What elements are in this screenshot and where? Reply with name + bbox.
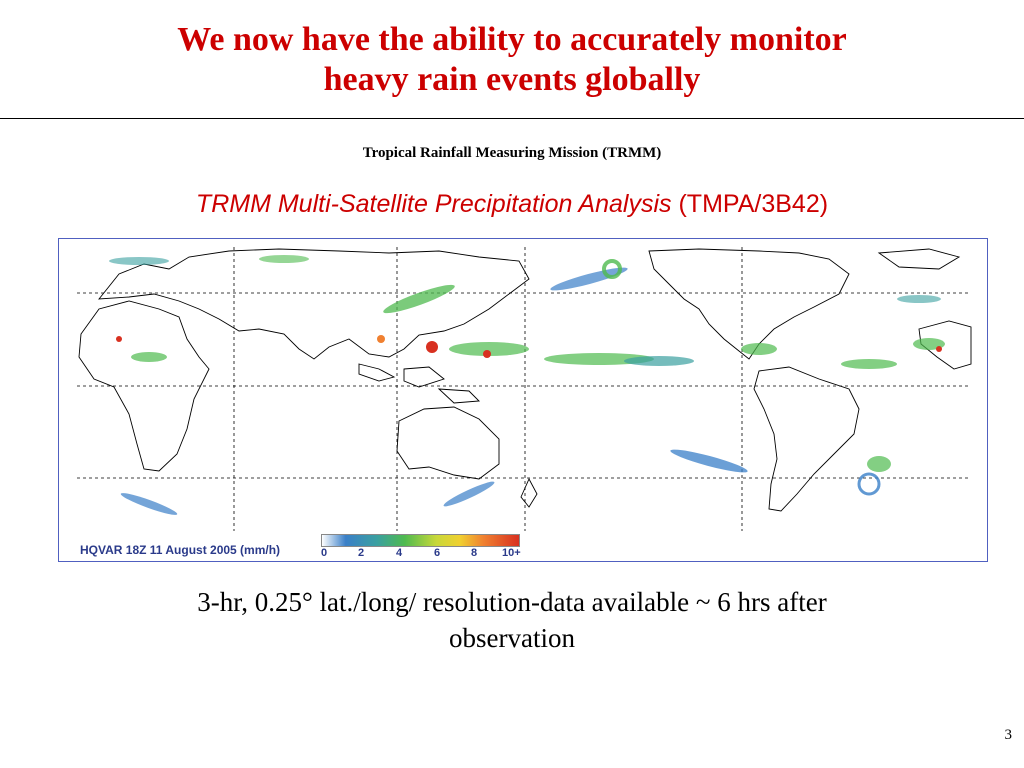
resolution-note: 3-hr, 0.25° lat./long/ resolution-data a…: [60, 584, 964, 656]
note-line-2: observation: [449, 623, 575, 653]
product-heading: TRMM Multi-Satellite Precipitation Analy…: [0, 190, 1024, 219]
colorbar-tick: 4: [396, 547, 403, 559]
title-divider: [0, 118, 1024, 119]
world-map-image: [77, 247, 972, 531]
rainfall-clusters: [109, 255, 945, 515]
colorbar: [321, 534, 520, 547]
colorbar-tick: 6: [434, 547, 441, 559]
colorbar-ticks: 0 2 4 6 8 10+: [318, 547, 528, 561]
product-code: (TMPA/3B42): [678, 190, 829, 218]
colorbar-tick: 2: [358, 547, 365, 559]
map-grid: [77, 247, 971, 531]
colorbar-tick: 0: [321, 547, 328, 559]
slide-title: We now have the ability to accurately mo…: [0, 20, 1024, 100]
product-name: TRMM Multi-Satellite Precipitation Analy…: [195, 190, 672, 218]
note-line-1: 3-hr, 0.25° lat./long/ resolution-data a…: [197, 587, 827, 617]
mission-subtitle: Tropical Rainfall Measuring Mission (TRM…: [362, 145, 662, 161]
page-number: 3: [1004, 727, 1013, 743]
continent-outlines: [78, 248, 972, 512]
title-line-1: We now have the ability to accurately mo…: [177, 21, 847, 58]
rainfall-map: [58, 238, 988, 562]
map-caption: HQVAR 18Z 11 August 2005 (mm/h): [80, 543, 281, 557]
colorbar-tick: 8: [471, 547, 478, 559]
colorbar-tick: 10+: [502, 547, 521, 559]
title-line-2: heavy rain events globally: [323, 61, 701, 98]
